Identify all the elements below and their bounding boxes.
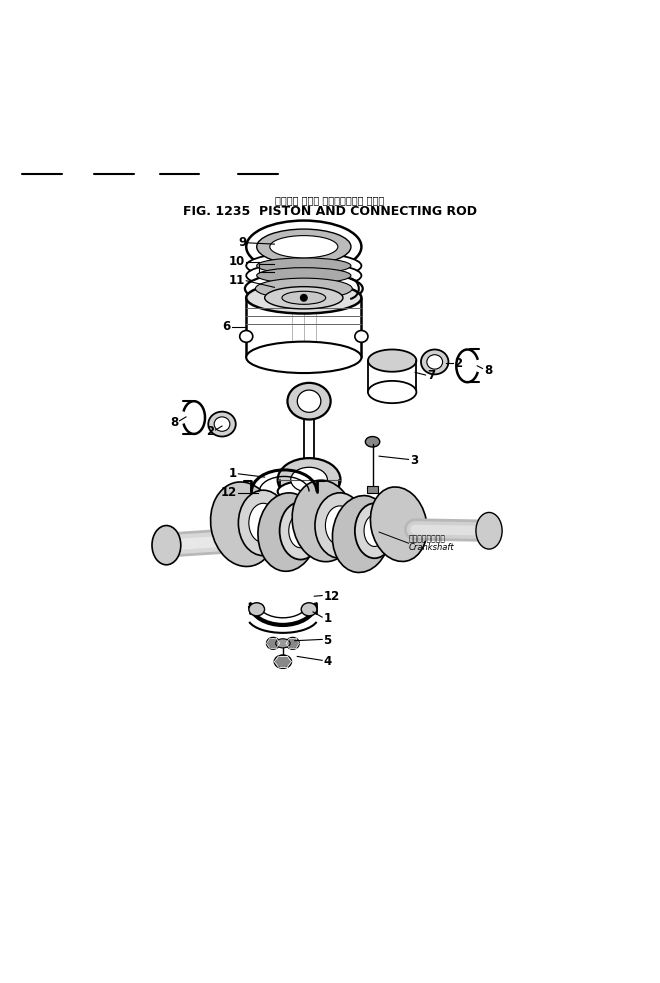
Text: 2: 2 — [206, 425, 214, 437]
Ellipse shape — [276, 639, 290, 648]
Ellipse shape — [476, 512, 502, 549]
Ellipse shape — [238, 491, 288, 555]
Ellipse shape — [214, 417, 230, 432]
Bar — [367, 487, 378, 493]
Text: 7: 7 — [427, 369, 435, 381]
Ellipse shape — [301, 603, 317, 615]
Ellipse shape — [291, 467, 327, 492]
Ellipse shape — [286, 637, 299, 649]
Ellipse shape — [249, 603, 265, 615]
Ellipse shape — [278, 481, 341, 502]
Ellipse shape — [355, 330, 368, 342]
Ellipse shape — [246, 282, 362, 314]
Text: 12: 12 — [323, 590, 340, 603]
Ellipse shape — [368, 380, 416, 403]
Ellipse shape — [249, 503, 278, 543]
Circle shape — [300, 295, 307, 301]
Ellipse shape — [258, 492, 317, 571]
Text: Crankshaft: Crankshaft — [409, 543, 454, 551]
Ellipse shape — [257, 258, 351, 273]
Text: 9: 9 — [238, 236, 246, 250]
Ellipse shape — [355, 503, 394, 558]
Ellipse shape — [265, 287, 343, 309]
Ellipse shape — [152, 526, 181, 565]
Ellipse shape — [315, 492, 365, 558]
Ellipse shape — [257, 229, 351, 264]
Ellipse shape — [366, 436, 380, 447]
Ellipse shape — [270, 236, 338, 258]
Ellipse shape — [267, 637, 280, 649]
Text: 4: 4 — [323, 655, 332, 668]
Text: 3: 3 — [410, 454, 418, 467]
Ellipse shape — [289, 514, 312, 548]
Ellipse shape — [278, 458, 341, 501]
Ellipse shape — [275, 655, 291, 668]
Text: 8: 8 — [170, 416, 178, 429]
Text: 6: 6 — [222, 320, 230, 333]
Text: ピストン および コネクティング ロッド: ピストン および コネクティング ロッド — [275, 196, 385, 205]
Ellipse shape — [211, 482, 277, 566]
Text: FIG. 1235  PISTON AND CONNECTING ROD: FIG. 1235 PISTON AND CONNECTING ROD — [183, 204, 477, 218]
Ellipse shape — [368, 350, 416, 372]
Ellipse shape — [370, 487, 427, 561]
Ellipse shape — [325, 506, 354, 546]
Ellipse shape — [288, 382, 331, 420]
Text: 8: 8 — [484, 364, 492, 376]
Ellipse shape — [333, 495, 391, 572]
Ellipse shape — [255, 278, 352, 299]
Ellipse shape — [427, 355, 443, 370]
Ellipse shape — [257, 267, 351, 283]
Text: 5: 5 — [323, 634, 332, 647]
Ellipse shape — [209, 412, 236, 436]
Ellipse shape — [364, 515, 385, 547]
Text: 1: 1 — [323, 612, 331, 625]
Text: 11: 11 — [228, 274, 245, 287]
Ellipse shape — [246, 220, 362, 273]
Ellipse shape — [297, 390, 321, 412]
Ellipse shape — [246, 342, 362, 373]
Ellipse shape — [246, 253, 362, 279]
Ellipse shape — [421, 350, 448, 375]
Text: 10: 10 — [228, 256, 245, 268]
Text: クランクシャフト: クランクシャフト — [409, 535, 446, 544]
Ellipse shape — [282, 291, 325, 305]
Ellipse shape — [292, 481, 355, 561]
Text: 2: 2 — [454, 358, 463, 371]
Ellipse shape — [240, 330, 253, 342]
Text: 1: 1 — [229, 467, 237, 481]
Ellipse shape — [280, 502, 321, 559]
Text: 12: 12 — [221, 487, 237, 499]
Ellipse shape — [245, 272, 363, 305]
Ellipse shape — [246, 262, 362, 289]
